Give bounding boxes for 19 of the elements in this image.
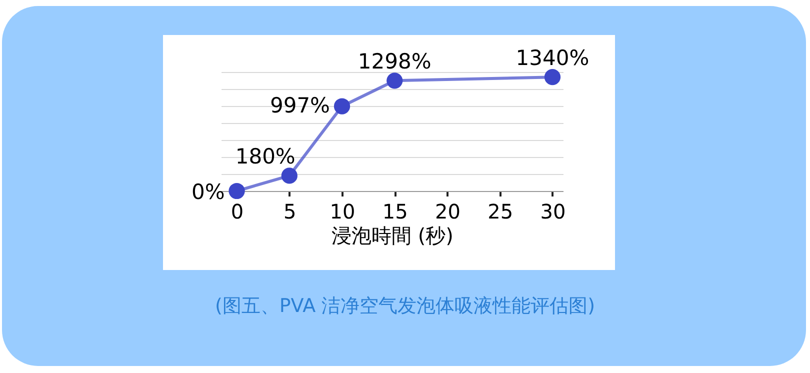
x-tick-label: 0	[230, 200, 244, 224]
data-label: 1298%	[358, 50, 432, 74]
data-label: 180%	[235, 144, 296, 169]
point	[228, 182, 245, 200]
point	[386, 72, 403, 89]
x-axis-title: 浸泡時間 (秒)	[332, 224, 454, 248]
text: (图五、PVA 洁净空气发泡体吸液性能评估图)	[214, 294, 596, 319]
x-tick-label: 30	[540, 200, 566, 224]
point	[281, 168, 298, 184]
x-tick-label: 20	[435, 200, 460, 224]
data-label: 1340%	[516, 46, 590, 70]
data-label: 0%	[191, 180, 225, 204]
point	[334, 98, 350, 114]
x-tick-label: 5	[284, 200, 296, 224]
data-label: 997%	[270, 93, 330, 118]
x-tick-label: 25	[488, 200, 514, 224]
point	[544, 69, 561, 86]
x-tick-label: 15	[382, 200, 408, 224]
x-tick-label: 10	[330, 200, 356, 224]
